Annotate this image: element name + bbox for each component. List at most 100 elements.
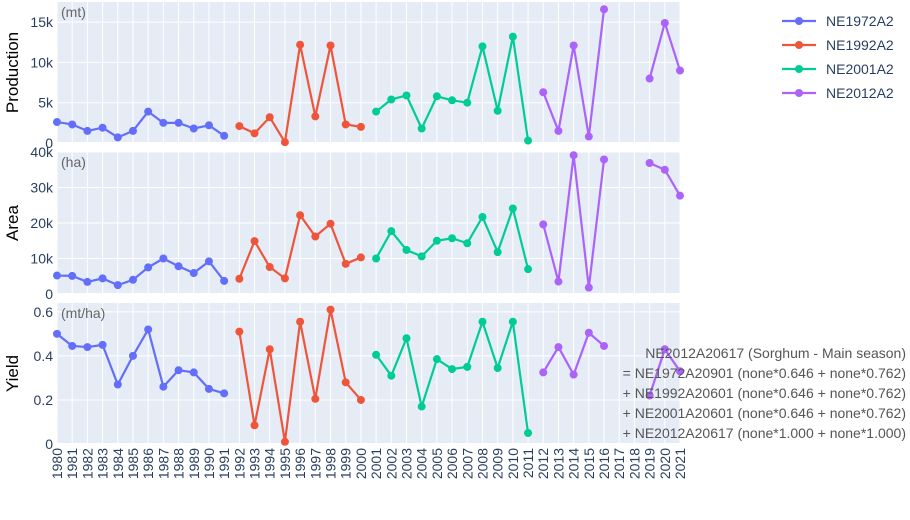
data-point bbox=[341, 259, 350, 268]
y-tick-label: 15k bbox=[30, 14, 54, 30]
x-tick-label: 2007 bbox=[459, 448, 475, 479]
x-tick-label: 1988 bbox=[171, 448, 187, 479]
y-tick-label: 0.2 bbox=[34, 392, 54, 408]
x-tick-label: 2021 bbox=[672, 448, 688, 479]
unit-label: (ha) bbox=[61, 154, 86, 170]
x-tick-label: 2002 bbox=[383, 448, 399, 479]
y-tick-label: 0 bbox=[45, 286, 53, 302]
data-point bbox=[645, 159, 654, 168]
data-point bbox=[296, 211, 305, 220]
data-point bbox=[235, 327, 244, 336]
x-tick-label: 1994 bbox=[262, 448, 278, 479]
data-point bbox=[265, 263, 274, 272]
x-tick-label: 2013 bbox=[550, 448, 566, 479]
data-point bbox=[645, 391, 654, 400]
x-tick-label: 1981 bbox=[64, 448, 80, 479]
data-point bbox=[341, 120, 350, 129]
data-point bbox=[569, 151, 578, 160]
y-axis-title: Yield bbox=[3, 355, 22, 392]
data-point bbox=[554, 343, 563, 352]
x-tick-label: 2019 bbox=[642, 448, 658, 479]
data-point bbox=[280, 138, 289, 147]
data-point bbox=[584, 328, 593, 337]
data-point bbox=[402, 334, 411, 343]
data-point bbox=[265, 345, 274, 354]
y-tick-label: 10k bbox=[30, 54, 54, 70]
data-point bbox=[189, 124, 198, 133]
data-point bbox=[539, 220, 548, 229]
x-tick-label: 2009 bbox=[490, 448, 506, 479]
y-tick-label: 0 bbox=[45, 436, 53, 452]
data-point bbox=[478, 42, 487, 51]
data-point bbox=[448, 96, 457, 105]
unit-label: (mt/ha) bbox=[61, 305, 105, 321]
data-point bbox=[463, 239, 472, 248]
data-point bbox=[508, 317, 517, 326]
data-point bbox=[204, 257, 213, 266]
data-point bbox=[265, 113, 274, 122]
y-tick-label: 0.6 bbox=[34, 304, 54, 320]
data-point bbox=[159, 254, 168, 263]
y-tick-label: 20k bbox=[30, 215, 54, 231]
data-point bbox=[356, 253, 365, 262]
annotation-line: = NE1972A20901 (none*0.646 + none*0.762) bbox=[623, 365, 906, 381]
data-point bbox=[144, 325, 153, 334]
y-tick-label: 0 bbox=[45, 135, 53, 151]
data-point bbox=[68, 120, 77, 129]
data-point bbox=[356, 122, 365, 131]
data-point bbox=[463, 98, 472, 107]
data-point bbox=[98, 123, 107, 132]
data-point bbox=[645, 74, 654, 83]
data-point bbox=[539, 88, 548, 97]
data-point bbox=[493, 248, 502, 257]
data-point bbox=[508, 204, 517, 213]
x-tick-label: 2005 bbox=[429, 448, 445, 479]
y-axis-title: Area bbox=[3, 205, 22, 241]
data-point bbox=[584, 132, 593, 141]
data-point bbox=[600, 341, 609, 350]
data-point bbox=[53, 118, 61, 127]
annotation-line: + NE1992A20601 (none*0.646 + none*0.762) bbox=[623, 385, 906, 401]
data-point bbox=[280, 437, 289, 446]
data-point bbox=[189, 269, 198, 278]
data-point bbox=[584, 283, 593, 292]
data-point bbox=[189, 368, 198, 377]
data-point bbox=[569, 41, 578, 50]
annotation-line: + NE2012A20617 (none*1.000 + none*1.000) bbox=[623, 425, 906, 441]
x-tick-label: 1986 bbox=[140, 448, 156, 479]
data-point bbox=[250, 129, 259, 138]
data-point bbox=[204, 121, 213, 130]
x-tick-label: 2015 bbox=[581, 448, 597, 479]
x-tick-label: 2000 bbox=[353, 448, 369, 479]
x-tick-label: 1980 bbox=[49, 448, 65, 479]
data-point bbox=[417, 252, 426, 261]
data-point bbox=[235, 274, 244, 283]
data-point bbox=[280, 274, 289, 283]
x-tick-label: 1997 bbox=[307, 448, 323, 479]
data-point bbox=[448, 365, 457, 374]
data-point bbox=[311, 232, 320, 241]
data-point bbox=[463, 362, 472, 371]
data-point bbox=[68, 341, 77, 350]
x-tick-label: 2017 bbox=[611, 448, 627, 479]
data-point bbox=[493, 363, 502, 372]
x-tick-label: 2006 bbox=[444, 448, 460, 479]
data-point bbox=[478, 212, 487, 221]
legend-marker-NE2012A2 bbox=[795, 89, 803, 97]
data-point bbox=[204, 384, 213, 393]
x-tick-label: 2020 bbox=[657, 448, 673, 479]
data-point bbox=[53, 329, 61, 338]
data-point bbox=[220, 389, 229, 398]
data-point bbox=[128, 275, 137, 284]
x-tick-label: 1983 bbox=[95, 448, 111, 479]
data-point bbox=[676, 367, 684, 376]
x-tick-label: 2012 bbox=[535, 448, 551, 479]
data-point bbox=[113, 281, 122, 290]
data-point bbox=[98, 340, 107, 349]
data-point bbox=[524, 265, 533, 274]
y-tick-label: 5k bbox=[38, 95, 54, 111]
x-tick-label: 1990 bbox=[201, 448, 217, 479]
data-point bbox=[356, 395, 365, 404]
legend-marker-NE1972A2 bbox=[795, 17, 803, 25]
x-tick-label: 1998 bbox=[323, 448, 339, 479]
